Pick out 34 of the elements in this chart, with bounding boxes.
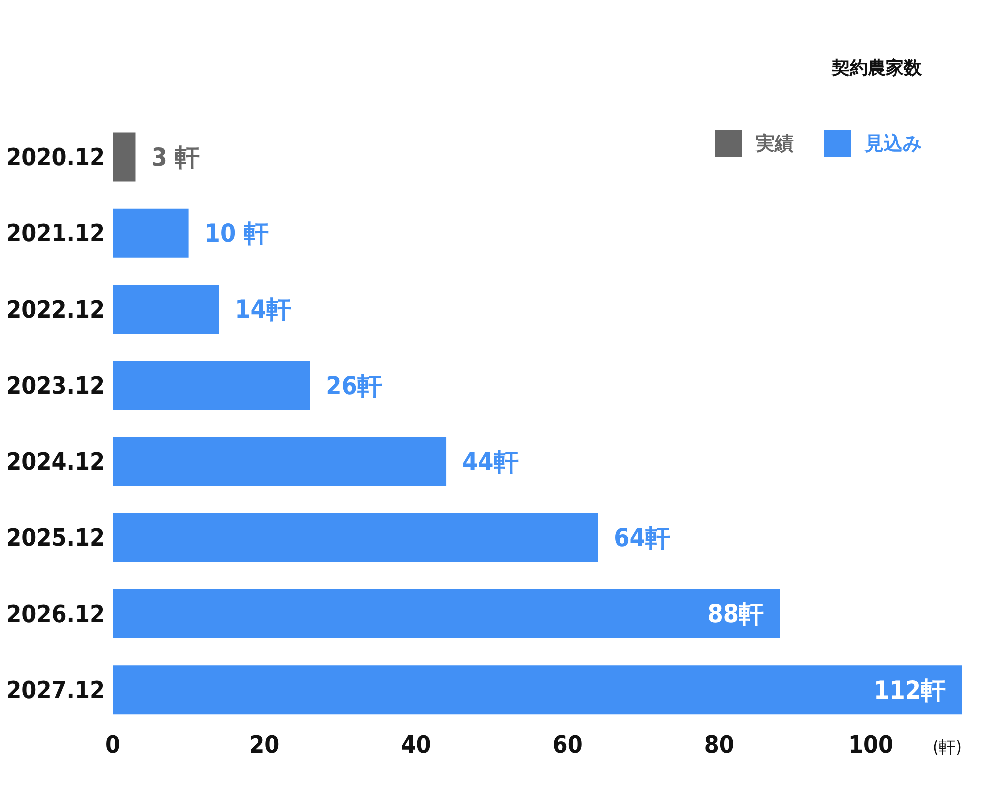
y-tick-label: 2021.12 (6, 220, 105, 248)
data-label: 64軒 (614, 524, 670, 553)
bar (113, 513, 598, 562)
x-tick-label: 80 (704, 731, 734, 760)
bar (113, 666, 962, 715)
legend-label: 見込み (864, 132, 922, 156)
data-label: 10 軒 (204, 219, 269, 248)
data-label: 14軒 (235, 295, 292, 324)
y-tick-label: 2025.12 (6, 524, 105, 552)
legend-title: 契約農家数 (830, 57, 922, 80)
data-label: 88軒 (708, 600, 764, 629)
x-axis-title: (軒) (933, 737, 962, 759)
x-tick-label: 0 (105, 731, 121, 760)
y-tick-label: 2022.12 (6, 296, 105, 324)
x-tick-label: 20 (250, 731, 280, 760)
y-tick-label: 2023.12 (6, 372, 105, 400)
bar (113, 361, 310, 410)
data-label: 3 軒 (152, 142, 200, 172)
y-tick-label: 2027.12 (6, 676, 105, 704)
legend-label: 実績 (755, 132, 794, 156)
y-tick-label: 2026.12 (6, 600, 105, 628)
x-tick-label: 40 (401, 731, 432, 760)
x-tick-label: 100 (848, 731, 894, 760)
bar (113, 284, 220, 334)
y-tick-label: 2024.12 (6, 448, 105, 476)
x-tick-label: 60 (552, 731, 583, 760)
y-tick-label: 2020.12 (6, 144, 105, 172)
bar (113, 208, 189, 258)
bar (113, 132, 136, 182)
data-label: 44軒 (462, 447, 519, 476)
bar (113, 589, 780, 638)
data-label: 112軒 (874, 676, 946, 705)
data-label: 26軒 (326, 371, 382, 400)
bar (113, 437, 447, 486)
